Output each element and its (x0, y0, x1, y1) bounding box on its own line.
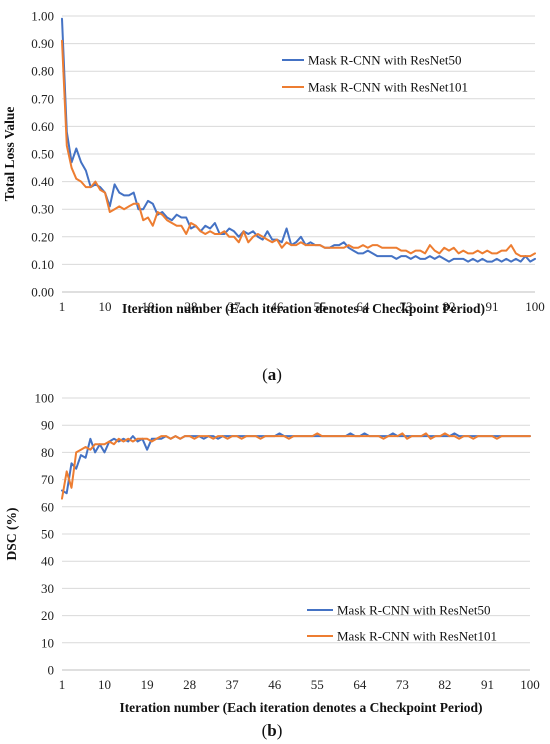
y-tick-label: 0 (48, 663, 55, 678)
x-tick-label: 1 (59, 677, 66, 692)
series-line-resnet101 (61, 432, 531, 500)
x-tick-label: 19 (142, 299, 155, 314)
y-tick-label: 0.90 (31, 36, 54, 51)
x-tick-label: 19 (141, 677, 154, 692)
x-tick-label: 10 (99, 299, 112, 314)
series-line-resnet50 (61, 17, 536, 263)
y-axis-title: DSC (%) (4, 508, 19, 561)
x-tick-label: 73 (400, 299, 413, 314)
y-tick-label: 0.40 (31, 174, 54, 189)
panel-label-a: a (268, 365, 277, 384)
x-tick-label: 100 (520, 677, 540, 692)
x-axis-title: Iteration number (Each iteration denotes… (122, 301, 485, 316)
panel-label-b: b (267, 721, 276, 740)
y-tick-label: 0.80 (31, 64, 54, 79)
y-tick-label: 0.70 (31, 91, 54, 106)
x-tick-label: 100 (525, 299, 545, 314)
y-tick-label: 70 (41, 472, 54, 487)
y-tick-label: 0.20 (31, 229, 54, 244)
x-axis-title: Iteration number (Each iteration denotes… (119, 700, 482, 715)
y-tick-label: 1.00 (31, 9, 54, 24)
y-tick-label: 80 (41, 445, 54, 460)
y-tick-label: 10 (41, 635, 54, 650)
y-tick-label: 50 (41, 527, 54, 542)
panel-caption-b: (b) (262, 721, 283, 740)
x-tick-label: 37 (228, 299, 242, 314)
legend-label: Mask R-CNN with ResNet50 (337, 603, 490, 618)
panel-caption-a: (a) (262, 365, 282, 384)
legend: Mask R-CNN with ResNet50 Mask R-CNN with … (282, 53, 468, 95)
loss-chart: 0.00 0.10 0.20 0.30 0.40 0.50 0.60 0.70 0.80 0.90… (2, 9, 545, 317)
y-tick-label: 60 (41, 499, 54, 514)
x-tick-label: 82 (438, 677, 451, 692)
x-tick-label: 64 (357, 299, 371, 314)
y-tick-label: 0.50 (31, 147, 54, 162)
y-tick-label: 0.10 (31, 257, 54, 272)
y-tick-label: 20 (41, 608, 54, 623)
legend-label: Mask R-CNN with ResNet101 (308, 80, 468, 95)
x-tick-label: 28 (185, 299, 198, 314)
x-tick-label: 55 (311, 677, 324, 692)
y-tick-label: 100 (35, 391, 55, 406)
y-tick-label: 0.00 (31, 285, 54, 300)
x-tick-label: 28 (183, 677, 196, 692)
y-tick-label: 90 (41, 418, 54, 433)
y-tick-label: 40 (41, 554, 54, 569)
x-tick-label: 10 (98, 677, 111, 692)
legend: Mask R-CNN with ResNet50 Mask R-CNN with … (307, 603, 497, 644)
series-line-resnet101 (61, 39, 536, 258)
y-tick-label: 0.60 (31, 119, 54, 134)
x-tick-label: 73 (396, 677, 409, 692)
x-tick-label: 64 (353, 677, 367, 692)
y-tick-label: 30 (41, 581, 54, 596)
legend-label: Mask R-CNN with ResNet50 (308, 53, 461, 68)
legend-label: Mask R-CNN with ResNet101 (337, 629, 497, 644)
x-tick-label: 46 (268, 677, 282, 692)
x-tick-label: 55 (314, 299, 327, 314)
x-tick-label: 1 (59, 299, 66, 314)
x-tick-label: 91 (481, 677, 494, 692)
y-tick-label: 0.30 (31, 202, 54, 217)
x-tick-label: 82 (443, 299, 456, 314)
x-tick-label: 46 (271, 299, 285, 314)
series-line-resnet50 (61, 432, 531, 495)
x-tick-label: 91 (486, 299, 499, 314)
y-axis-title: Total Loss Value (2, 107, 17, 202)
x-tick-label: 37 (226, 677, 240, 692)
